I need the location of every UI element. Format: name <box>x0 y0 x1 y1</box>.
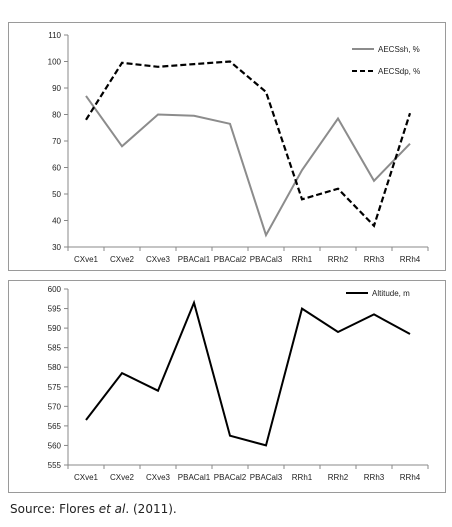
aecs-x-tick-label: CXve2 <box>110 255 135 264</box>
aecs-y-tick-label: 40 <box>52 217 61 226</box>
aecs-y-tick-label: 80 <box>52 111 61 120</box>
aecs-series-line-aecssh <box>85 95 411 238</box>
aecs-x-tick-label: PBACal3 <box>250 255 283 264</box>
aecs-x-tick-label: RRh1 <box>292 255 313 264</box>
aecs-y-tick-label: 30 <box>52 243 61 252</box>
aecs-y-tick-label: 60 <box>52 164 61 173</box>
aecs-x-tick-label: PBACal1 <box>178 255 211 264</box>
altitude-x-tick-label: RRh1 <box>292 473 313 482</box>
altitude-y-tick-label: 585 <box>48 344 62 353</box>
altitude-y-tick-label: 565 <box>48 422 62 431</box>
source-caption: Source: Flores et al. (2011). <box>10 502 177 516</box>
aecs-series-line-aecsdp <box>85 60 412 228</box>
altitude-y-tick-label: 590 <box>48 324 62 333</box>
aecs-y-tick-label: 90 <box>52 84 61 93</box>
altitude-x-tick-label: PBACal1 <box>178 473 211 482</box>
source-prefix: Source: Flores <box>10 502 99 516</box>
aecs-legend-label-aecssh: AECSsh, % <box>378 45 420 54</box>
aecs-x-tick-label: RRh4 <box>400 255 421 264</box>
altitude-x-tick-label: CXve3 <box>146 473 171 482</box>
aecs-x-tick-label: CXve3 <box>146 255 171 264</box>
altitude-y-tick-label: 570 <box>48 402 62 411</box>
altitude-x-tick-label: PBACal3 <box>250 473 283 482</box>
aecs-y-tick-label: 100 <box>48 58 62 67</box>
altitude-x-tick-label: CXve1 <box>74 473 99 482</box>
altitude-y-tick-label: 600 <box>48 285 62 294</box>
aecs-y-tick-label: 50 <box>52 190 61 199</box>
aecs-x-tick-label: RRh2 <box>328 255 349 264</box>
aecs-x-tick-label: PBACal2 <box>214 255 247 264</box>
altitude-legend-label-altitude-m: Altitude, m <box>372 289 410 298</box>
altitude-y-tick-label: 555 <box>48 461 62 470</box>
aecs-x-tick-label: RRh3 <box>364 255 385 264</box>
chart-panel-aecs <box>8 22 446 271</box>
altitude-y-tick-label: 575 <box>48 383 62 392</box>
source-italic: et al <box>98 502 126 516</box>
altitude-x-tick-label: RRh4 <box>400 473 421 482</box>
altitude-x-tick-label: RRh2 <box>328 473 349 482</box>
altitude-x-tick-label: CXve2 <box>110 473 135 482</box>
altitude-y-tick-label: 560 <box>48 441 62 450</box>
aecs-legend-label-aecsdp: AECSdp, % <box>378 67 420 76</box>
altitude-y-tick-label: 580 <box>48 363 62 372</box>
altitude-x-tick-label: PBACal2 <box>214 473 247 482</box>
altitude-series-line-altitude-m <box>85 299 411 447</box>
aecs-y-tick-label: 110 <box>48 31 61 40</box>
aecs-y-tick-label: 70 <box>52 137 61 146</box>
aecs-x-tick-label: CXve1 <box>74 255 99 264</box>
altitude-x-tick-label: RRh3 <box>364 473 385 482</box>
altitude-y-tick-label: 595 <box>48 305 62 314</box>
source-suffix: . (2011). <box>125 502 177 516</box>
